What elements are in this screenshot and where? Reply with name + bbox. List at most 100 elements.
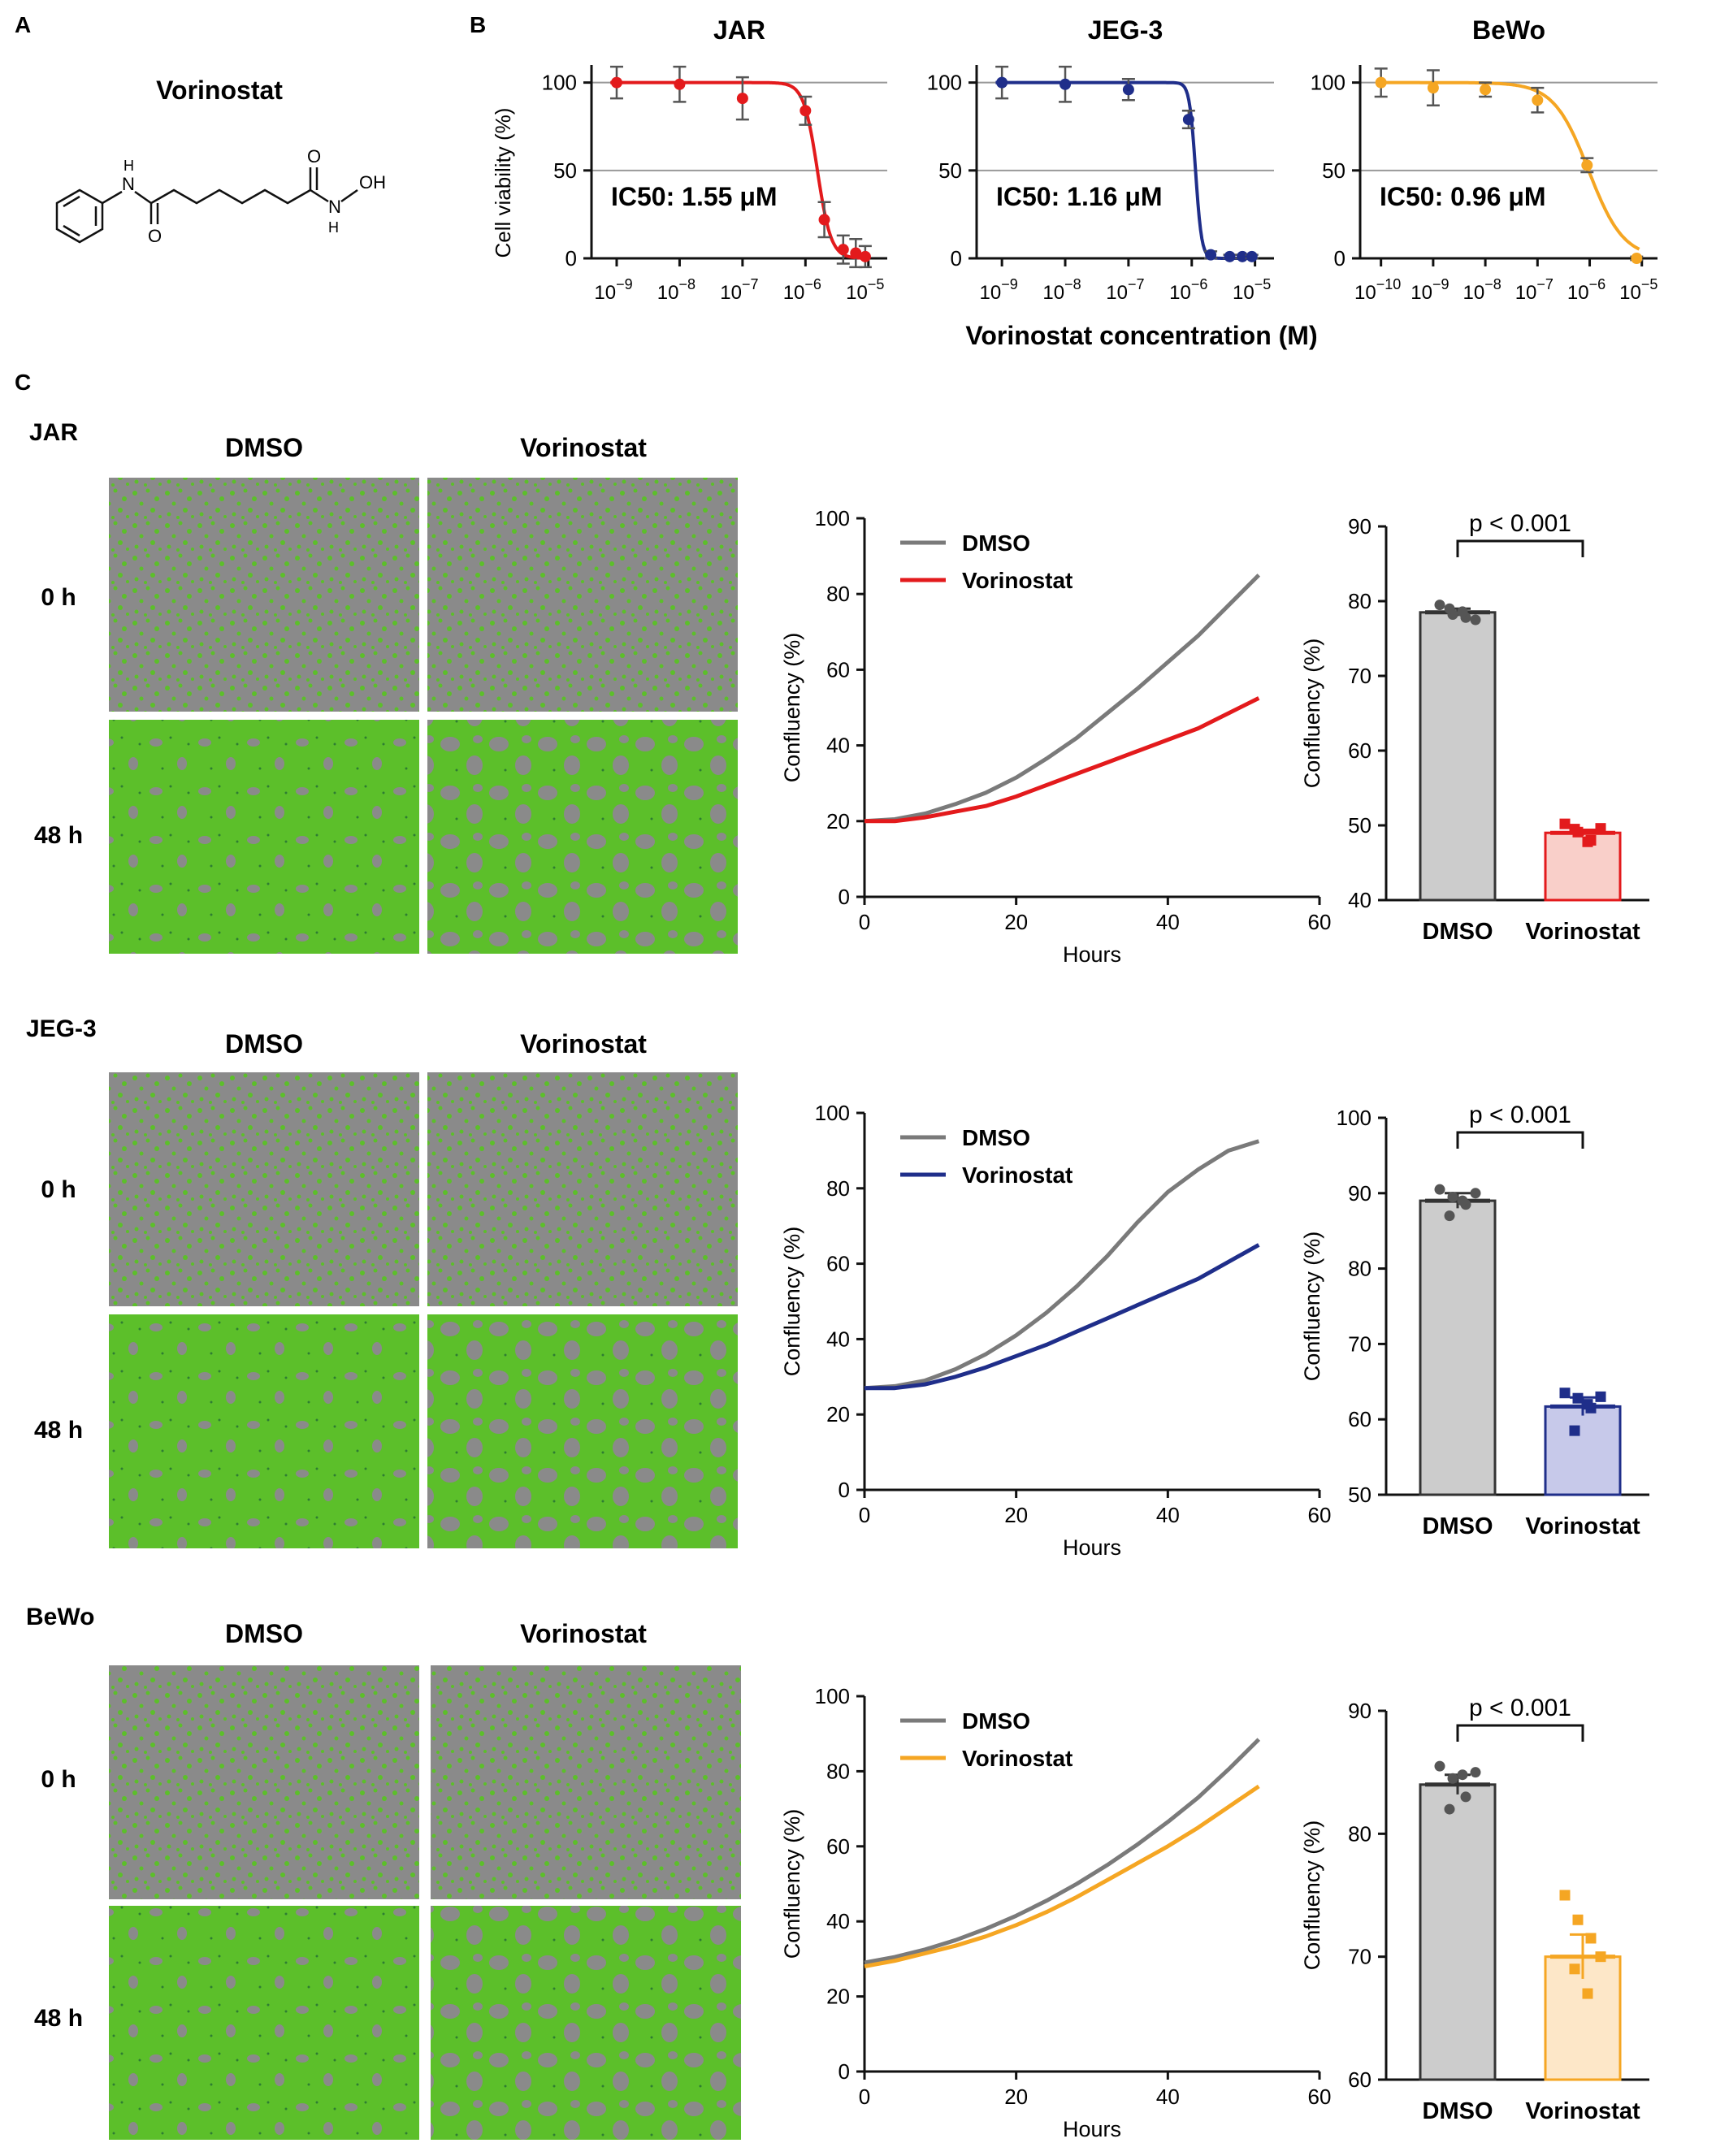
y-tick-label: 60 [826, 1252, 850, 1276]
significance-bracket [1456, 1131, 1584, 1149]
p-value-label: p < 0.001 [1469, 1695, 1571, 1721]
data-point [1237, 250, 1249, 262]
x-tick-label: 10−10 [1354, 276, 1401, 304]
data-point [1182, 114, 1194, 126]
panel-a-title: Vorinostat [156, 76, 283, 105]
y-tick-label: 100 [815, 506, 850, 530]
growth-chart-bewo: 0 20 40 60 80 100 0 20 40 60 Hours Confluency (%) DM… [780, 1684, 1331, 2141]
x-tick-label: 10−6 [783, 276, 821, 304]
category-label: DMSO [1423, 2098, 1493, 2124]
legend-label: DMSO [962, 1708, 1030, 1734]
y-tick-label: 100 [1311, 71, 1346, 95]
category-label: DMSO [1423, 919, 1493, 945]
x-tick-label: 10−8 [657, 276, 696, 304]
replicate-point [1457, 1769, 1468, 1781]
y-tick-label: 70 [1348, 1945, 1372, 1969]
row-jeg3: JEG-3 DMSO Vorinostat 0 h 48 h [26, 1015, 738, 1548]
y-tick-label: 40 [1348, 888, 1372, 912]
category-label: Vorinostat [1525, 919, 1640, 945]
column-label-dmso: DMSO [225, 433, 303, 462]
bar [1419, 611, 1497, 902]
x-tick-label: 60 [1308, 1503, 1332, 1527]
bar [1544, 1405, 1622, 1496]
replicate-point [1572, 1392, 1584, 1404]
row-label-jeg3: JEG-3 [26, 1015, 97, 1042]
series-line [864, 1139, 1260, 1391]
replicate-point [1460, 1791, 1471, 1803]
panel-a-letter: A [15, 12, 31, 37]
y-tick-label: 0 [566, 246, 577, 271]
data-point [610, 76, 622, 89]
x-tick-label: 10−9 [1410, 276, 1449, 304]
x-axis-label: Hours [1063, 1535, 1121, 1560]
row-jar: JAR DMSO Vorinostat 0 h 48 h [29, 419, 738, 954]
y-tick-label: 80 [826, 1759, 850, 1783]
x-tick-label: 20 [1004, 1503, 1028, 1527]
row-label-0h: 0 h [41, 584, 76, 611]
ic50-annotation: IC50: 1.55 μM [611, 182, 778, 211]
x-tick-label: 60 [1308, 910, 1332, 934]
significance-bracket [1456, 539, 1584, 557]
micrograph-bewo-dmso-0h [109, 1665, 419, 1899]
ic50-y-axis-label: Cell viability (%) [491, 108, 515, 258]
replicate-point [1582, 836, 1593, 847]
bar [1544, 1955, 1622, 2081]
micrograph-jeg3-vorinostat-48h [427, 1314, 738, 1548]
micrograph-jar-dmso-48h [109, 720, 419, 954]
replicate-point [1434, 1184, 1445, 1195]
ic50-annotation: IC50: 0.96 μM [1380, 182, 1546, 211]
series-line [864, 696, 1260, 824]
row-label-bewo: BeWo [26, 1604, 94, 1630]
replicate-point [1569, 824, 1580, 835]
category-label: Vorinostat [1525, 1513, 1640, 1539]
atom-o1-label: O [148, 226, 162, 246]
atom-h-label: H [124, 158, 134, 174]
replicate-point [1470, 1188, 1481, 1199]
x-tick-label: 20 [1004, 2085, 1028, 2109]
micrograph-jeg3-dmso-48h [109, 1314, 419, 1548]
bar-chart-jeg3: 50 60 70 80 90 100 Confluency (%) DMSO Vorinosta… [1300, 1102, 1649, 1539]
replicate-point [1595, 1951, 1606, 1963]
ic50-chart-jeg3: JEG-3 0 50 100 10−9 10−8 10−7 10−6 10−5 IC50: 1.1… [927, 15, 1274, 304]
legend-label: DMSO [962, 1125, 1030, 1150]
fit-curve [1376, 80, 1640, 251]
replicate-point [1470, 1767, 1481, 1778]
replicate-point [1582, 1399, 1593, 1410]
data-point [1246, 250, 1258, 262]
y-tick-label: 0 [838, 2059, 850, 2084]
panel-b-letter: B [470, 12, 486, 37]
x-tick-label: 40 [1156, 1503, 1180, 1527]
y-tick-label: 100 [815, 1101, 850, 1125]
replicate-point [1559, 1388, 1571, 1399]
chart-title: BeWo [1472, 15, 1545, 45]
replicate-point [1447, 1773, 1458, 1784]
row-bewo: BeWo DMSO Vorinostat 0 h 48 h [26, 1604, 741, 2140]
y-tick-label: 0 [838, 1478, 850, 1502]
row-label-0h: 0 h [41, 1766, 76, 1793]
category-label: DMSO [1423, 1513, 1493, 1539]
replicate-point [1444, 1210, 1455, 1222]
series-line [864, 1738, 1261, 1965]
y-tick-label: 90 [1348, 1181, 1372, 1206]
row-label-jar: JAR [29, 419, 78, 446]
micrograph-jeg3-dmso-0h [109, 1072, 419, 1306]
replicate-point [1447, 1191, 1458, 1202]
replicate-point [1434, 1760, 1445, 1772]
data-point [1060, 78, 1072, 90]
atom-n2-label: N [328, 197, 341, 217]
legend-label: Vorinostat [962, 1162, 1072, 1188]
micrograph-bewo-vorinostat-0h [431, 1665, 741, 1899]
series-line [864, 574, 1261, 824]
data-point [1205, 249, 1217, 261]
y-tick-label: 50 [938, 158, 962, 183]
x-axis-label: Hours [1063, 2117, 1121, 2141]
replicate-point [1569, 1963, 1580, 1975]
y-axis-label: Confluency (%) [780, 1227, 804, 1377]
row-label-48h: 48 h [34, 822, 83, 849]
growth-chart-jeg3: 0 20 40 60 80 100 0 20 40 60 Hours Confluency (%) DM… [780, 1101, 1331, 1560]
micrograph-bewo-vorinostat-48h [431, 1906, 741, 2140]
data-point [1480, 84, 1492, 96]
data-point [800, 105, 812, 117]
micrograph-bewo-dmso-48h [109, 1906, 419, 2140]
